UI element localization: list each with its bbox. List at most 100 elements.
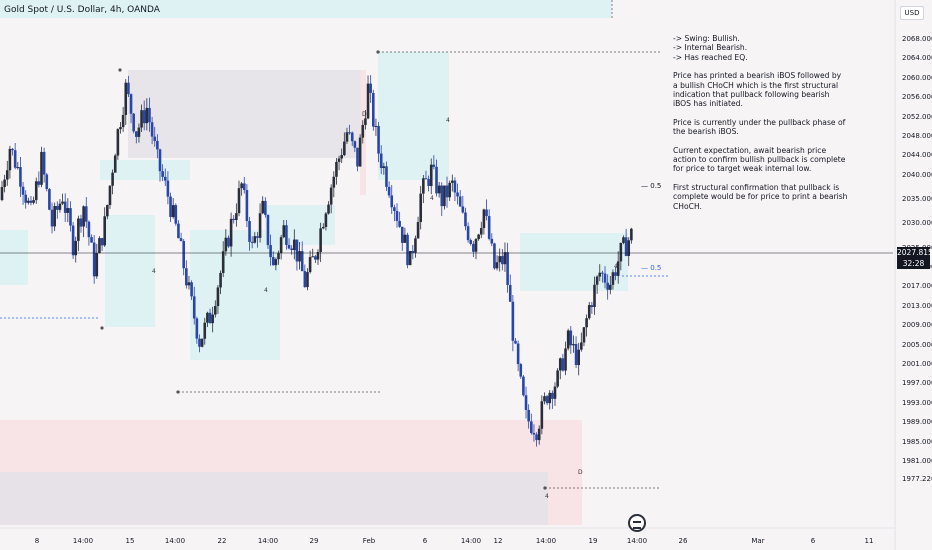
candle (142, 100, 146, 131)
candle (266, 214, 270, 249)
candle-body (11, 148, 14, 151)
candle-body (90, 237, 93, 243)
candle (45, 173, 49, 192)
candle-body (482, 209, 486, 229)
candle-body (163, 176, 167, 181)
candle-body (458, 196, 462, 207)
candle-body (3, 179, 6, 187)
candle (145, 98, 149, 131)
note-paragraph-2: Price is currently under the pullback ph… (673, 117, 846, 137)
candle (232, 215, 236, 224)
candle-body (366, 83, 370, 119)
candle-body (527, 409, 530, 422)
candle (332, 171, 336, 198)
candle-body (156, 140, 159, 150)
candle-body (87, 221, 91, 238)
price-tick-label: 2056.000 (902, 93, 932, 102)
candle (42, 147, 46, 183)
candle-body (624, 237, 628, 256)
candle (119, 121, 122, 134)
pivot-dot (376, 50, 380, 54)
candle (208, 308, 212, 324)
candle-body (406, 234, 409, 266)
candle (530, 413, 533, 435)
candle-body (308, 257, 312, 273)
candle (440, 182, 444, 216)
candle (411, 244, 415, 260)
price-tick-label: 2040.000 (902, 170, 932, 179)
candle-body (208, 312, 212, 324)
candle-body (429, 164, 433, 186)
candle-body (195, 318, 199, 339)
candle (211, 306, 214, 333)
candle-body (616, 261, 620, 276)
candle (237, 180, 241, 217)
candle-body (448, 182, 451, 198)
time-tick-label: 14:00 (164, 537, 186, 545)
candle (490, 233, 494, 247)
price-tick-label: 2001.000 (902, 359, 932, 368)
candle-body (414, 238, 417, 253)
time-tick-label: 11 (864, 537, 874, 545)
candle (556, 368, 559, 389)
candle (335, 158, 338, 185)
candle (198, 334, 201, 353)
candle (129, 93, 133, 124)
bar-countdown: 32:28 (902, 259, 925, 268)
candle-body (411, 251, 415, 253)
candle-body (493, 243, 496, 269)
candle (603, 266, 607, 289)
candle-body (598, 272, 602, 277)
candle (69, 201, 72, 232)
currency-button[interactable]: USD (900, 6, 924, 20)
candle (113, 153, 117, 173)
candle (537, 425, 541, 445)
pivot-dot (543, 486, 547, 490)
candle (279, 234, 283, 260)
tradingview-logo-icon[interactable] (628, 514, 646, 532)
price-tick-label: 2017.000 (902, 282, 932, 291)
candle (366, 75, 370, 120)
top-zone (0, 0, 612, 18)
structure-marker: 4 (430, 195, 434, 202)
candle (253, 232, 257, 244)
candle-body (266, 214, 270, 246)
candle (353, 140, 357, 152)
candle-body (530, 421, 533, 433)
candle (256, 232, 259, 248)
candle-body (121, 114, 125, 128)
candle (166, 171, 170, 205)
candle-body (461, 206, 465, 213)
note-paragraph-1: Price has printed a bearish iBOS followe… (673, 71, 842, 109)
candle-body (256, 236, 259, 238)
candle (227, 235, 230, 248)
candle-body (561, 358, 565, 371)
candle (598, 264, 602, 282)
candle (287, 238, 291, 250)
candle-body (601, 272, 604, 274)
candle (153, 126, 157, 147)
candle (158, 148, 162, 182)
candle-body (540, 401, 544, 429)
pivot-dot (100, 326, 104, 330)
candle-body (42, 151, 46, 175)
price-tick-label: 2030.000 (902, 219, 932, 228)
candle-body (398, 220, 401, 227)
candle-body (132, 113, 135, 132)
candle-body (58, 203, 62, 210)
candle (48, 188, 51, 211)
candle (343, 132, 346, 157)
premium-zone (128, 70, 361, 158)
note-paragraph-4: First structural confirmation that pullb… (673, 182, 848, 211)
pivot-dot (118, 68, 122, 72)
candle (219, 270, 222, 295)
candle-body (211, 314, 214, 324)
candle-body (274, 259, 278, 266)
price-tick-label: 1985.000 (902, 437, 932, 446)
candle (261, 196, 264, 215)
candle-body (221, 251, 225, 273)
time-tick-label: 19 (588, 537, 598, 545)
candle (303, 264, 307, 288)
candle-body (53, 205, 56, 227)
